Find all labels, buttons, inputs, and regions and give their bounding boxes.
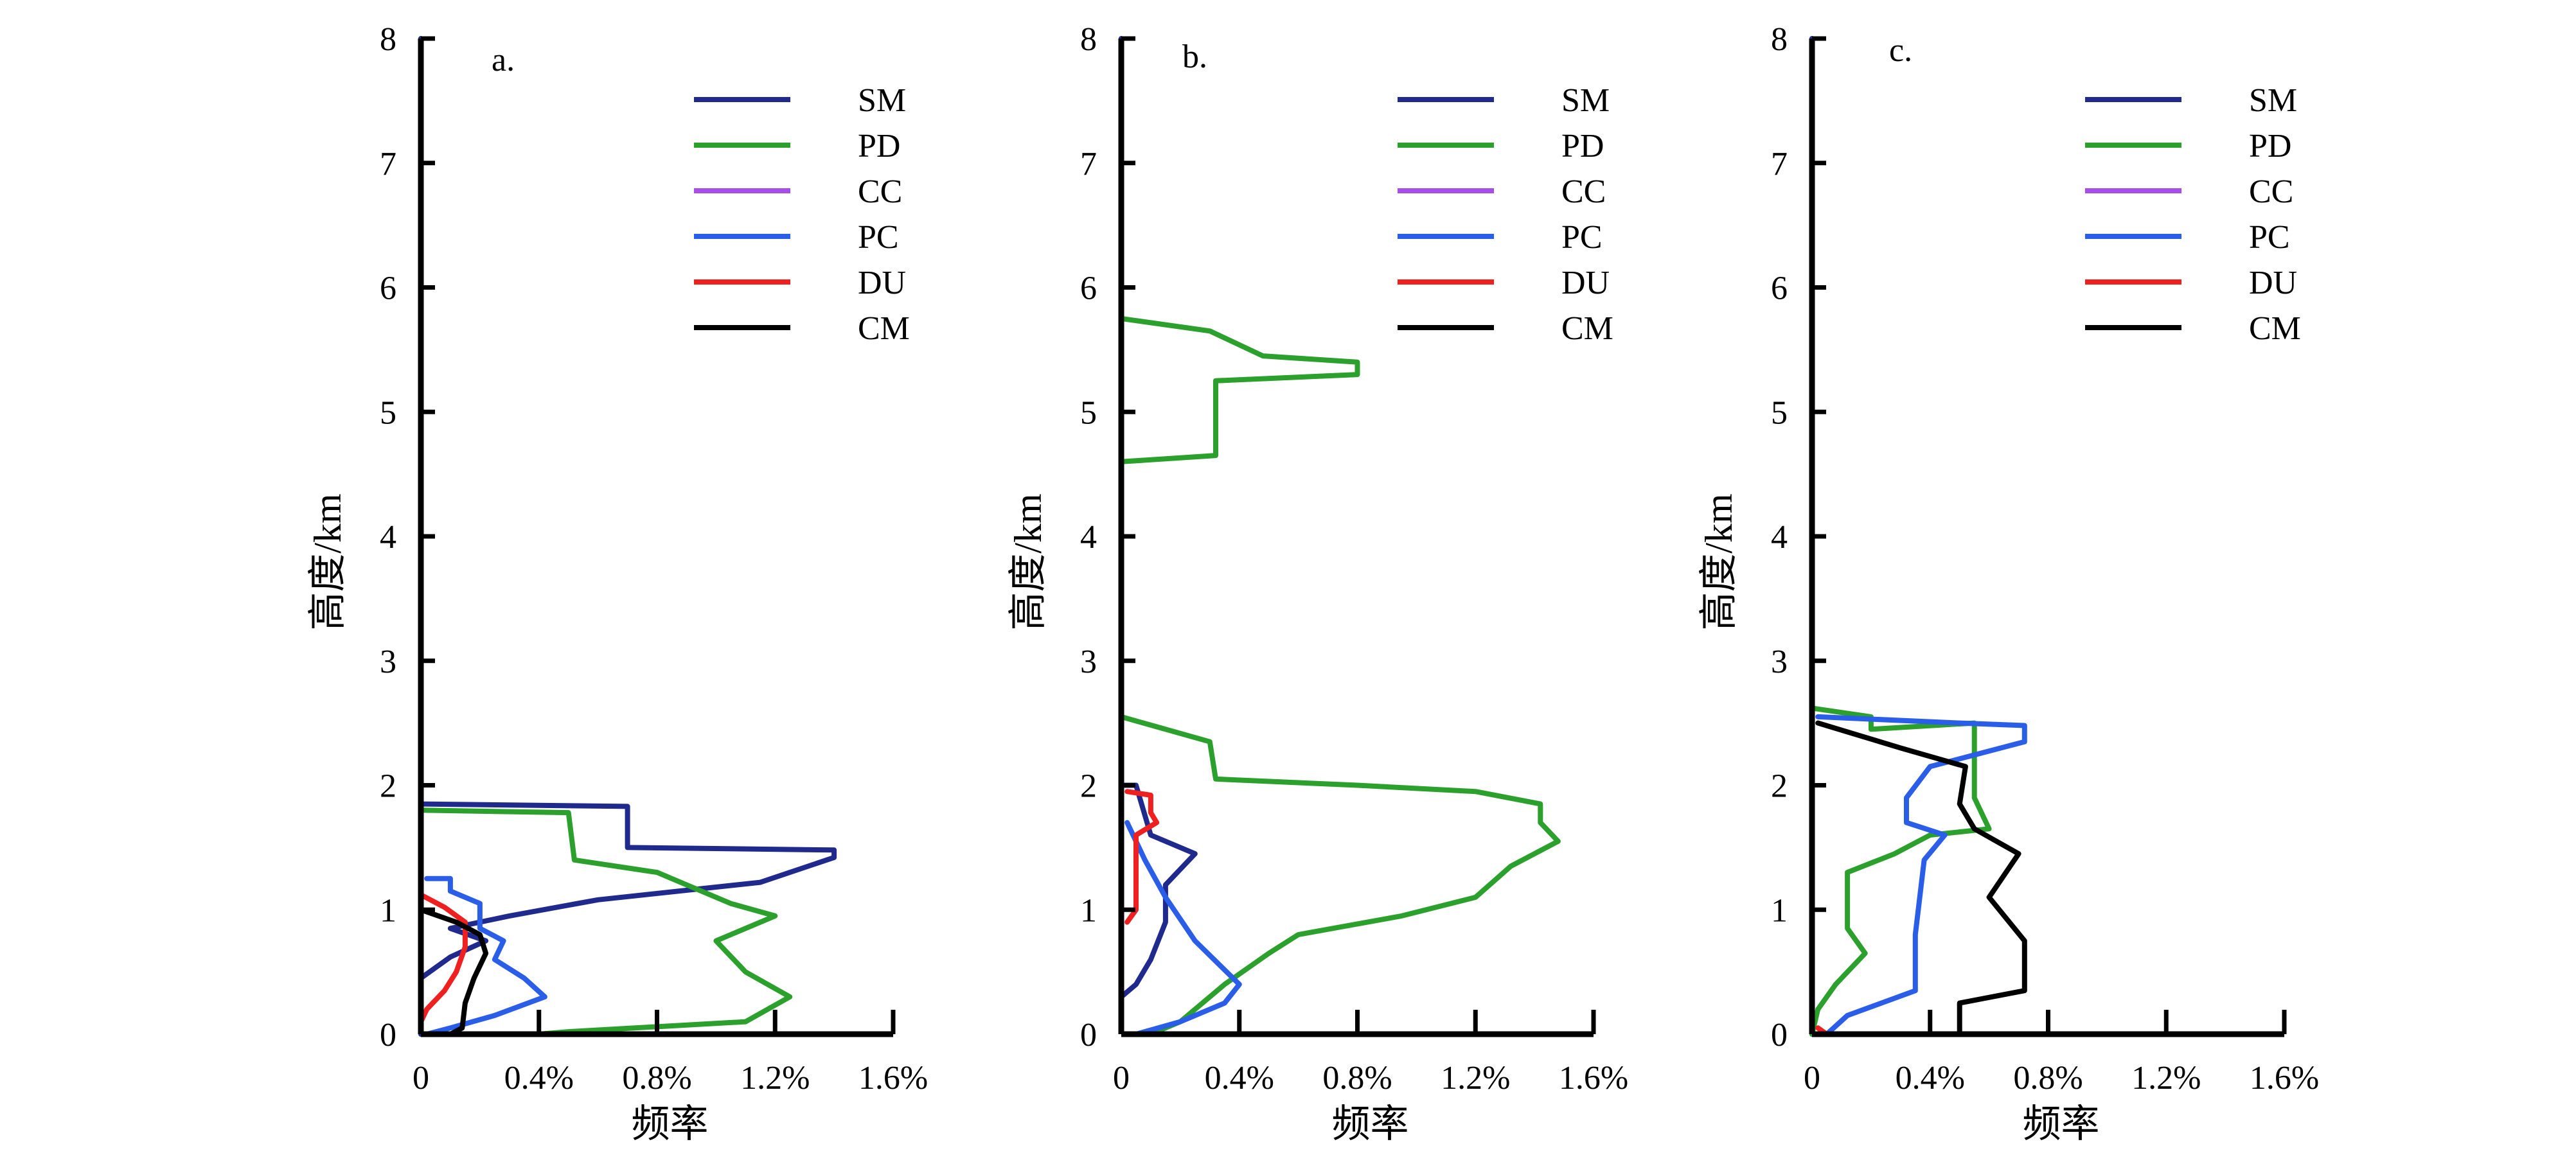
y-tick-label: 6 [1080, 270, 1097, 307]
legend-label-du: DU [1561, 265, 1610, 301]
y-tick-label: 5 [1771, 394, 1788, 431]
panel-label: a. [492, 42, 515, 78]
series-line-du [1124, 789, 1160, 925]
x-tick-label: 1.6% [2250, 1060, 2319, 1096]
y-tick-label: 0 [380, 1017, 396, 1053]
legend-label-cm: CM [858, 310, 910, 347]
series-line-pd [1119, 714, 1561, 1037]
legend-label-sm: SM [1561, 82, 1610, 119]
series-line-pc [1815, 714, 2027, 1037]
legend: SM PD CC PC DU CM [694, 82, 910, 347]
legend-label-pd: PD [1561, 128, 1604, 164]
x-tick-label: 0.4% [1205, 1060, 1274, 1096]
series-line-sm [418, 36, 837, 1037]
panel-label: b. [1182, 39, 1207, 75]
legend-label-pc: PC [1561, 219, 1603, 256]
x-tick-label: 0.8% [622, 1060, 691, 1096]
y-tick-label: 8 [1771, 21, 1788, 58]
y-tick-label: 4 [1771, 519, 1788, 556]
legend-label-pc: PC [858, 219, 899, 256]
x-tick-label: 1.6% [1559, 1060, 1628, 1096]
x-tick-label: 1.2% [1441, 1060, 1510, 1096]
y-tick-label: 1 [380, 892, 396, 929]
x-tick-label: 0.4% [1896, 1060, 1965, 1096]
legend-label-cc: CC [858, 173, 902, 210]
x-axis-title: 频率 [632, 1103, 709, 1145]
series-line-pd [1809, 705, 1992, 1037]
y-tick-label: 7 [380, 146, 396, 182]
x-axis-title: 频率 [1332, 1103, 1409, 1145]
y-tick-label: 0 [1771, 1017, 1788, 1053]
plot-area: 0 1 2 3 4 5 6 7 8 0 0.4% 0.8% 1.2% 1.6% [1771, 21, 2319, 1096]
panel-a: 0 1 2 3 4 5 6 7 8 0 0.4% 0.8% 1.2% 1.6% a. 频率 高度/km S… [306, 21, 928, 1145]
y-tick-label: 1 [1771, 892, 1788, 929]
y-axis-title: 高度/km [1007, 493, 1049, 630]
panel-c: 0 1 2 3 4 5 6 7 8 0 0.4% 0.8% 1.2% 1.6% c. 频率 高度/km S… [1698, 21, 2319, 1145]
legend-label-sm: SM [2249, 82, 2297, 119]
legend-label-cc: CC [1561, 173, 1606, 210]
x-tick-label: 0.4% [504, 1060, 574, 1096]
x-tick-label: 0 [1804, 1060, 1820, 1096]
legend: SM PD CC PC DU CM [1398, 82, 1613, 347]
x-tick-label: 1.6% [858, 1060, 928, 1096]
series-line-pc [1124, 820, 1242, 1037]
y-tick-label: 7 [1771, 146, 1788, 182]
y-tick-label: 2 [1080, 768, 1097, 805]
plot-area: 0 1 2 3 4 5 6 7 8 0 0.4% 0.8% 1.2% 1.6% [380, 21, 928, 1096]
x-tick-label: 1.2% [2131, 1060, 2201, 1096]
x-tick-label: 0 [1113, 1060, 1130, 1096]
y-tick-label: 1 [1080, 892, 1097, 929]
legend-label-pd: PD [2249, 128, 2291, 164]
y-tick-label: 0 [1080, 1017, 1097, 1053]
x-tick-label: 1.2% [740, 1060, 810, 1096]
x-tick-label: 0 [413, 1060, 429, 1096]
y-axis-title: 高度/km [1698, 493, 1740, 630]
legend-label-pc: PC [2249, 219, 2290, 256]
y-tick-label: 2 [1771, 768, 1788, 805]
panel-b: 0 1 2 3 4 5 6 7 8 0 0.4% 0.8% 1.2% 1.6% b. 频率 高度/km S… [1007, 21, 1628, 1145]
legend-label-cm: CM [2249, 310, 2301, 347]
legend-label-cm: CM [1561, 310, 1613, 347]
y-tick-label: 2 [380, 768, 396, 805]
series-line-pd [418, 807, 793, 1037]
legend-label-cc: CC [2249, 173, 2293, 210]
series-line-du [418, 892, 468, 1025]
y-axis-title: 高度/km [306, 493, 349, 630]
series-line-pd [1119, 315, 1360, 464]
y-tick-label: 5 [380, 394, 396, 431]
x-axis-title: 频率 [2023, 1103, 2100, 1145]
series-line-cm [1815, 720, 2027, 1037]
panel-label: c. [1889, 32, 1912, 69]
legend: SM PD CC PC DU CM [2085, 82, 2301, 347]
y-tick-label: 3 [1771, 644, 1788, 680]
y-tick-label: 3 [1080, 644, 1097, 680]
legend-label-du: DU [2249, 265, 2297, 301]
x-tick-label: 0.8% [1322, 1060, 1392, 1096]
series-line-sm [1119, 36, 1198, 999]
y-tick-label: 8 [380, 21, 396, 58]
y-tick-label: 4 [1080, 519, 1097, 556]
y-tick-label: 6 [1771, 270, 1788, 307]
series-line-pc [424, 876, 547, 1037]
legend-label-du: DU [858, 265, 906, 301]
y-tick-label: 8 [1080, 21, 1097, 58]
y-tick-label: 4 [380, 519, 396, 556]
plot-area: 0 1 2 3 4 5 6 7 8 0 0.4% 0.8% 1.2% 1.6% [1080, 21, 1628, 1096]
y-tick-label: 6 [380, 270, 396, 307]
legend-label-sm: SM [858, 82, 906, 119]
x-tick-label: 0.8% [2013, 1060, 2083, 1096]
series-line-cm [418, 907, 489, 1037]
legend-label-pd: PD [858, 128, 900, 164]
y-tick-label: 5 [1080, 394, 1097, 431]
y-tick-label: 7 [1080, 146, 1097, 182]
y-tick-label: 3 [380, 644, 396, 680]
